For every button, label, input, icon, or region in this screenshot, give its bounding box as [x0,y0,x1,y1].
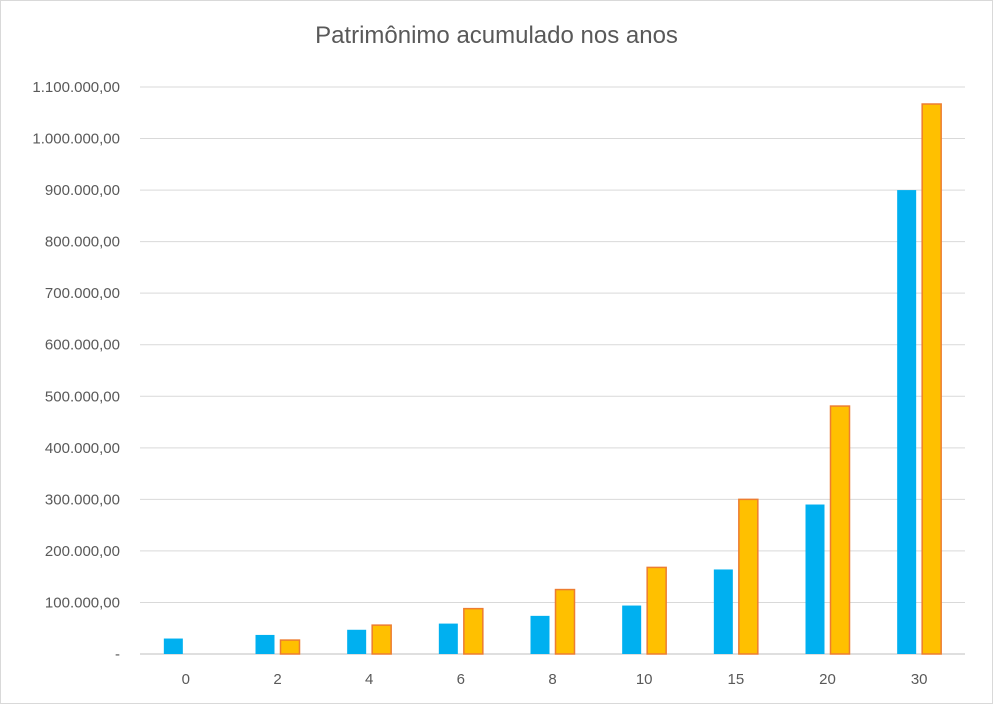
bar-series-1 [805,504,825,654]
y-tick-label: 400.000,00 [45,440,120,457]
bar-series-2 [279,639,301,655]
y-tick-label: 1.000.000,00 [32,131,120,148]
bar-series-1 [713,569,733,654]
y-tick-label: 900.000,00 [45,182,120,199]
y-tick-label: 700.000,00 [45,285,120,302]
y-tick-label: 100.000,00 [45,594,120,611]
bar-series-1 [163,638,183,654]
bar-series-1 [438,623,458,654]
bar-series-2 [646,566,667,655]
bar-series-1 [255,634,275,654]
bar-series-2 [554,588,576,655]
y-tick-label: 600.000,00 [45,337,120,354]
y-tick-label: 300.000,00 [45,491,120,508]
bar-series-1 [897,190,917,654]
x-tick-label: 0 [182,671,190,688]
x-tick-label: 8 [548,671,556,688]
x-tick-label: 20 [819,671,836,688]
y-tick-label: - [115,646,120,663]
chart-title: Patrimônimo acumulado nos anos [315,22,678,49]
bar-series-1 [530,615,550,654]
bar-series-1 [347,629,367,654]
y-tick-label: 200.000,00 [45,543,120,560]
bar-series-2 [738,498,759,655]
bar-series-1 [622,605,642,654]
x-tick-label: 6 [457,671,465,688]
x-tick-label: 10 [636,671,653,688]
y-tick-label: 500.000,00 [45,388,120,405]
y-tick-label: 800.000,00 [45,234,120,251]
bar-series-2 [829,405,851,655]
bar-series-2 [371,624,392,655]
y-tick-label: 1.100.000,00 [32,79,120,96]
x-tick-label: 30 [911,671,928,688]
x-tick-label: 15 [727,671,744,688]
bar-series-2 [463,607,484,655]
x-tick-label: 2 [273,671,281,688]
x-tick-label: 4 [365,671,373,688]
bar-series-2 [921,103,942,655]
